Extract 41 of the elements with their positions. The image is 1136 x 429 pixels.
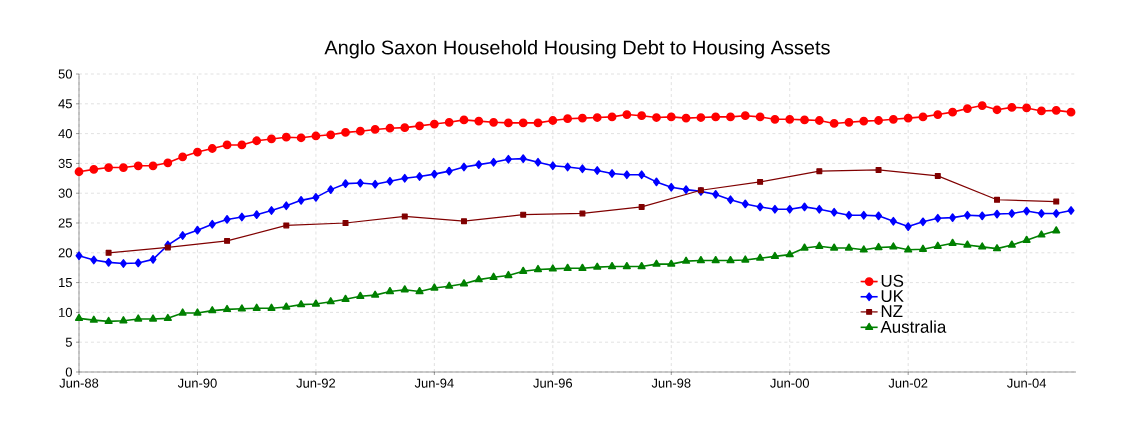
x-tick-label: Jun-04 [1007, 378, 1047, 388]
x-tick-label: Jun-00 [770, 378, 810, 388]
point [579, 210, 586, 217]
legend-label: US [881, 274, 904, 287]
point [934, 172, 941, 179]
point [875, 166, 882, 173]
y-tick-label: 40 [58, 129, 72, 139]
x-tick-label: Jun-02 [888, 378, 928, 388]
y-tick-label: 35 [58, 158, 72, 168]
point [816, 168, 823, 175]
y-tick-label: 0 [65, 367, 72, 377]
point [757, 178, 764, 185]
point [1053, 198, 1060, 205]
point [401, 213, 408, 220]
x-tick-label: Jun-94 [414, 378, 454, 388]
legend-label: Australia [880, 320, 947, 333]
point [224, 237, 231, 244]
point [460, 218, 467, 225]
x-tick-label: Jun-88 [59, 378, 99, 388]
y-tick-label: 15 [59, 278, 72, 288]
point [164, 244, 171, 251]
legend-label: NZ [881, 305, 903, 317]
y-tick-label: 10 [59, 307, 72, 317]
y-tick-label: 5 [65, 337, 72, 347]
point [283, 222, 290, 229]
point [342, 220, 349, 226]
y-tick-label: 25 [58, 218, 72, 228]
y-tick-label: 20 [58, 248, 72, 258]
y-tick-label: 45 [58, 99, 72, 109]
y-tick-label: 30 [58, 188, 72, 198]
point [105, 249, 112, 256]
point [994, 196, 1001, 203]
x-tick-label: Jun-92 [296, 378, 336, 388]
x-tick-label: Jun-96 [533, 378, 573, 388]
y-tick-label: 50 [58, 69, 72, 79]
x-tick-label: Jun-90 [177, 378, 217, 388]
point [520, 211, 527, 218]
chart-title: Anglo Saxon Household Housing Debt to Housing Assets [324, 39, 830, 59]
x-tick-label: Jun-98 [651, 378, 691, 388]
legend-label: UK [881, 290, 904, 302]
point [638, 203, 645, 210]
